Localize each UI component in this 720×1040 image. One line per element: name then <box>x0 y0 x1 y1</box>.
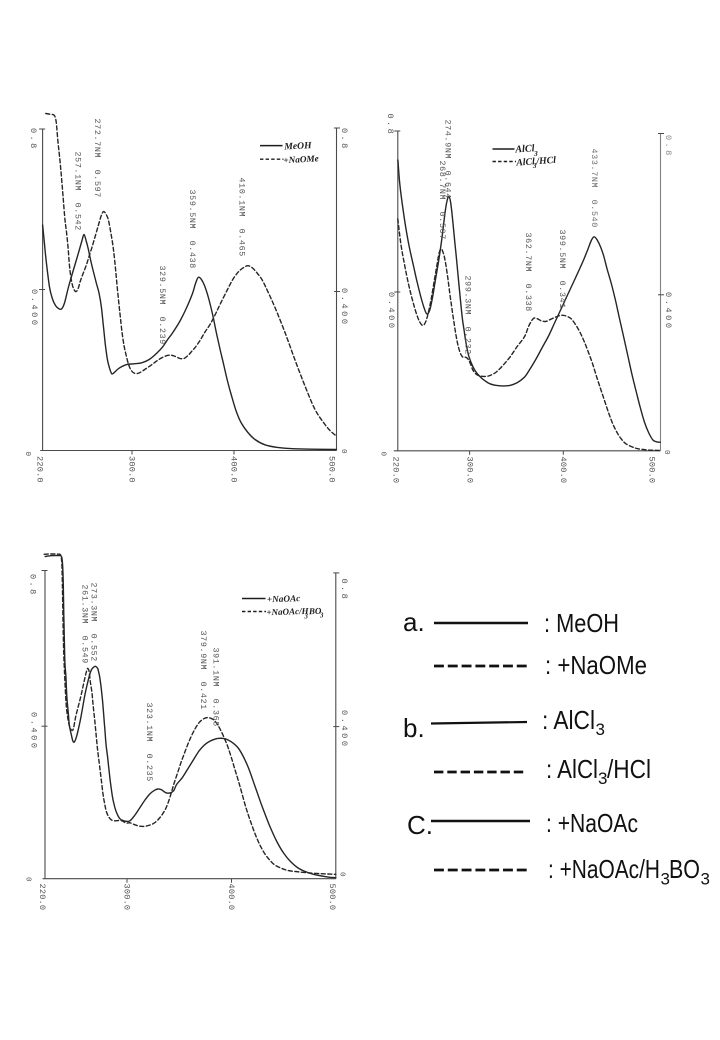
svg-text:AlCl: AlCl <box>514 143 535 155</box>
svg-text:3: 3 <box>533 149 538 158</box>
svg-text:0.8: 0.8 <box>28 128 38 151</box>
svg-text:220.0: 220.0 <box>35 456 45 483</box>
svg-text:0: 0 <box>379 452 387 457</box>
svg-text:0.8: 0.8 <box>385 114 395 137</box>
svg-text:329.5NM 0.239: 329.5NM 0.239 <box>157 265 166 345</box>
svg-text:391.1NM 0.368: 391.1NM 0.368 <box>210 647 219 727</box>
svg-text:BO: BO <box>308 606 322 616</box>
svg-text:273.3NM 0.552: 273.3NM 0.552 <box>88 582 97 662</box>
svg-text:0.400: 0.400 <box>29 289 39 328</box>
svg-text:362.7NM 0.338: 362.7NM 0.338 <box>523 232 532 312</box>
svg-text:500.0: 500.0 <box>327 456 337 483</box>
svg-text:400.0: 400.0 <box>226 884 236 911</box>
svg-text:0.400: 0.400 <box>29 712 39 751</box>
svg-text:3: 3 <box>661 870 670 889</box>
svg-text:3: 3 <box>532 162 537 170</box>
svg-text:399.5NM 0.341: 399.5NM 0.341 <box>557 229 566 309</box>
svg-text:0.400: 0.400 <box>339 288 349 327</box>
svg-text:/HCl: /HCl <box>607 754 651 784</box>
svg-text:AlCl: AlCl <box>515 156 536 168</box>
svg-text:261.3NM 0.549: 261.3NM 0.549 <box>79 584 88 664</box>
svg-text:3: 3 <box>701 870 710 889</box>
svg-text:/HCl: /HCl <box>535 155 557 167</box>
svg-text:410.1NM 0.465: 410.1NM 0.465 <box>236 177 245 257</box>
svg-text:3: 3 <box>319 613 324 620</box>
svg-text:+NaOMe: +NaOMe <box>283 153 319 165</box>
svg-text:MeOH: MeOH <box>283 140 312 152</box>
svg-text:+NaOAc/H: +NaOAc/H <box>266 606 309 617</box>
svg-text:+NaOAc: +NaOAc <box>267 593 301 604</box>
svg-text:0.400: 0.400 <box>339 710 349 749</box>
svg-text:: MeOH: : MeOH <box>544 608 619 638</box>
svg-text:0.8: 0.8 <box>663 135 673 158</box>
svg-text:323.1NM 0.235: 323.1NM 0.235 <box>144 702 153 782</box>
svg-text:300.0: 300.0 <box>464 457 474 484</box>
svg-text:: +NaOMe: : +NaOMe <box>545 650 647 680</box>
svg-text:0: 0 <box>339 449 347 454</box>
svg-text:300.0: 300.0 <box>127 456 137 483</box>
svg-text:b.: b. <box>403 713 425 743</box>
svg-text:0.8: 0.8 <box>339 128 349 151</box>
svg-text:500.0: 500.0 <box>327 884 337 911</box>
svg-text:C.: C. <box>407 810 433 840</box>
svg-text:a.: a. <box>403 607 425 637</box>
svg-text:0: 0 <box>24 877 32 882</box>
svg-text:0.8: 0.8 <box>339 579 349 602</box>
svg-text:299.3NM 0.232: 299.3NM 0.232 <box>462 275 471 355</box>
svg-text:359.5NM 0.438: 359.5NM 0.438 <box>187 189 196 269</box>
svg-text:500.0: 500.0 <box>647 457 657 484</box>
svg-text:BO: BO <box>669 854 700 884</box>
svg-text:0: 0 <box>338 872 346 877</box>
svg-text:433.7NM 0.540: 433.7NM 0.540 <box>589 148 598 228</box>
svg-text:400.0: 400.0 <box>229 456 239 483</box>
svg-text:0.400: 0.400 <box>386 292 396 331</box>
svg-text:3: 3 <box>596 720 605 739</box>
svg-text:379.9NM 0.421: 379.9NM 0.421 <box>198 630 207 710</box>
svg-text:0: 0 <box>23 452 31 457</box>
svg-text:300.0: 300.0 <box>122 884 132 911</box>
svg-text:268.7NM 0.507: 268.7NM 0.507 <box>437 160 446 240</box>
svg-text:: +NaOAc: : +NaOAc <box>546 808 638 838</box>
svg-text:: +NaOAc/H: : +NaOAc/H <box>548 854 660 884</box>
svg-text:272.7NM 0.597: 272.7NM 0.597 <box>92 118 101 198</box>
svg-text:220.0: 220.0 <box>37 884 47 911</box>
svg-text:0: 0 <box>662 450 670 455</box>
svg-text:0.400: 0.400 <box>663 292 673 331</box>
svg-text:3: 3 <box>304 613 309 620</box>
svg-text:0.8: 0.8 <box>28 574 38 597</box>
svg-text:: AlCl: : AlCl <box>542 705 595 735</box>
svg-text:220.0: 220.0 <box>391 457 401 484</box>
svg-text:3: 3 <box>598 769 607 788</box>
svg-text:257.1NM 0.542: 257.1NM 0.542 <box>72 151 81 231</box>
svg-text:274.9NM 0.644: 274.9NM 0.644 <box>442 119 451 199</box>
svg-text:: AlCl: : AlCl <box>546 754 598 784</box>
svg-text:400.0: 400.0 <box>558 457 568 484</box>
